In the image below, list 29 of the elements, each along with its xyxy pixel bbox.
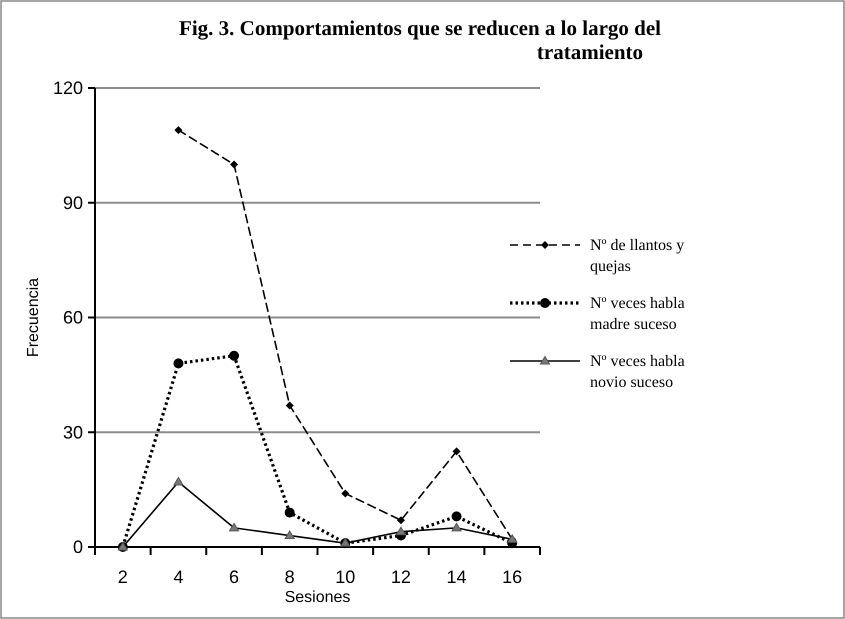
chart-title: Fig. 3. Comportamientos que se reducen a lo largo del tratamiento [179, 16, 662, 64]
x-tick-label: 6 [229, 567, 240, 587]
x-tick-label: 2 [118, 567, 128, 587]
point [341, 489, 350, 498]
point [174, 126, 182, 134]
x-tick-label: 8 [284, 567, 295, 587]
point [230, 160, 238, 168]
point [396, 516, 405, 524]
y-axis-title: Frecuencia [25, 278, 42, 358]
point [173, 358, 184, 368]
point [452, 511, 462, 522]
y-tick-label: 120 [52, 78, 83, 98]
point [284, 508, 295, 518]
point [286, 401, 294, 410]
x-tick-label: 10 [335, 567, 356, 587]
point [452, 447, 461, 456]
x-tick-label: 16 [502, 567, 522, 587]
x-tick-label: 14 [446, 567, 467, 587]
x-axis-title: Sesiones [284, 589, 350, 606]
x-tick-label: 4 [173, 567, 184, 587]
legend-label: Nº de llantos y quejas [590, 237, 684, 275]
point [229, 350, 240, 361]
x-tick-label: 12 [390, 567, 411, 587]
legend-label: Nº veces habla madre suceso [590, 295, 685, 333]
y-tick-label: 0 [72, 537, 83, 557]
y-tick-label: 90 [62, 192, 83, 213]
y-tick-label: 30 [62, 422, 83, 442]
legend-label: Nº veces habla novio suceso [590, 353, 685, 391]
y-tick-label: 60 [62, 308, 83, 328]
